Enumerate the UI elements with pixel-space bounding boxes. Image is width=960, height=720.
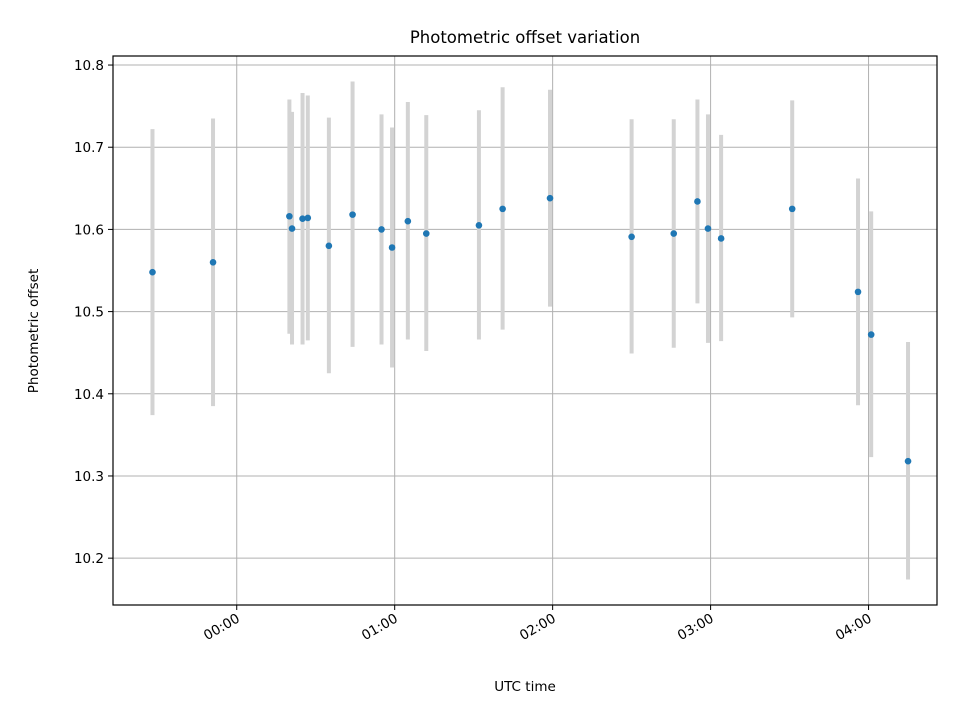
y-tick-label: 10.7 — [74, 140, 104, 156]
y-tick-label: 10.8 — [74, 58, 104, 74]
grid-layer — [113, 56, 937, 605]
data-point — [209, 258, 217, 266]
plot-frame — [112, 55, 938, 606]
data-point — [904, 457, 912, 465]
chart-title: Photometric offset variation — [410, 28, 640, 47]
data-point — [325, 242, 333, 250]
data-point — [288, 225, 296, 232]
y-axis-label: Photometric offset — [26, 269, 42, 393]
data-point — [475, 222, 483, 229]
data-point — [717, 235, 725, 242]
data-point — [694, 198, 701, 205]
data-point — [378, 226, 385, 233]
data-point — [404, 217, 412, 225]
data-point — [286, 212, 293, 220]
data-point — [149, 268, 156, 276]
data-layer — [149, 81, 912, 580]
data-point — [304, 214, 312, 222]
data-point — [499, 205, 506, 213]
data-point — [704, 225, 712, 232]
y-tick-label: 10.3 — [74, 469, 104, 485]
y-tick-label: 10.2 — [74, 551, 104, 567]
data-point — [670, 230, 678, 237]
data-point — [422, 230, 430, 237]
data-point — [628, 233, 635, 241]
y-tick-label: 10.6 — [74, 222, 104, 238]
x-axis-label: UTC time — [494, 679, 556, 695]
y-tick-label: 10.5 — [74, 305, 104, 321]
y-tick-label: 10.4 — [74, 387, 104, 403]
data-point — [299, 215, 306, 223]
data-point — [788, 205, 796, 213]
data-point — [349, 211, 356, 218]
data-point — [388, 244, 396, 251]
data-point — [546, 194, 554, 202]
data-point — [867, 331, 875, 338]
data-point — [854, 288, 862, 296]
